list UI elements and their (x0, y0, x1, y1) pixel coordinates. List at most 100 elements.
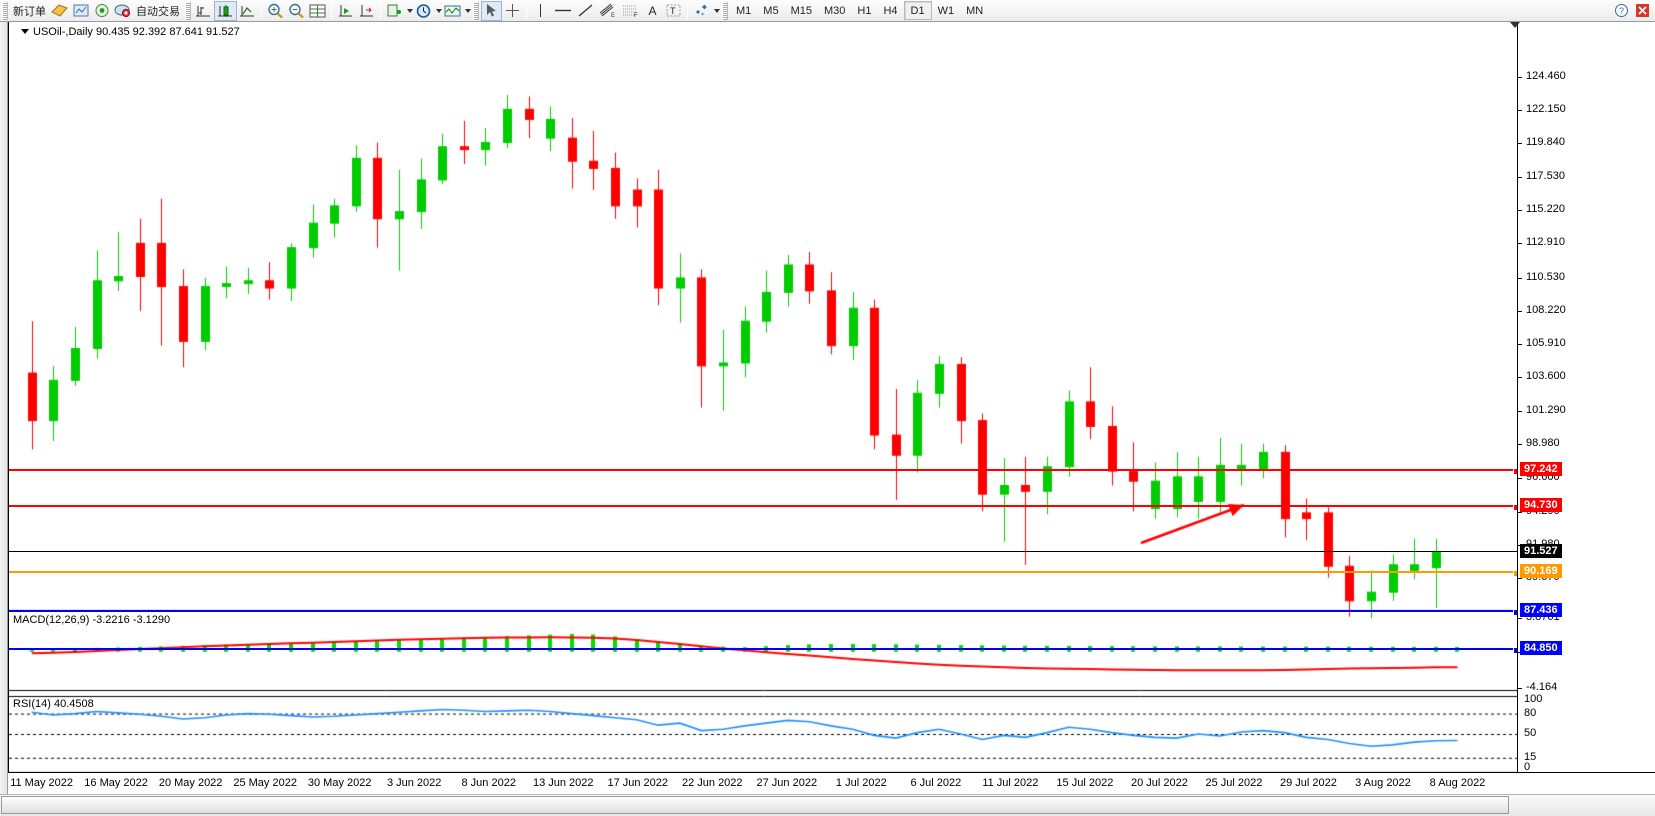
price-tick: 124.460 (1518, 70, 1566, 82)
price-axis[interactable]: 124.460 122.150 119.840 117.530 115.220 112.9… (1517, 22, 1655, 794)
rsi-tick: 80 (1524, 706, 1537, 719)
toolbar-grip[interactable] (2, 1, 8, 20)
svg-text:F: F (634, 13, 638, 18)
fibonacci-icon[interactable]: F (619, 1, 642, 21)
price-level-line-support-2[interactable] (9, 646, 1520, 654)
time-axis-label: 1 Jul 2022 (835, 777, 887, 789)
time-axis-label: 20 Jul 2022 (1130, 777, 1188, 789)
rsi-tick: 0 (1524, 761, 1531, 773)
text-label-icon[interactable]: T (663, 1, 684, 21)
navigator-icon[interactable] (91, 1, 112, 21)
chart-collapse-icon[interactable] (1510, 22, 1520, 28)
price-tick: 101.290 (1518, 404, 1566, 416)
time-axis-label: 25 Jul 2022 (1205, 777, 1263, 789)
vertical-line-icon[interactable] (530, 1, 551, 21)
chart-shift-icon[interactable] (356, 1, 377, 21)
macd-indicator-label: MACD(12,26,9) -3.2216 -3.1290 (13, 614, 171, 626)
chart-grid-icon[interactable] (307, 1, 328, 21)
indicators-dropdown-icon[interactable] (407, 8, 413, 13)
price-tick: 105.910 (1518, 337, 1566, 349)
timeframe-m15[interactable]: M15 (790, 4, 812, 17)
price-label-resistance-1: 97.242 (1520, 462, 1562, 477)
terminal-icon[interactable] (112, 1, 133, 21)
timeframe-h1[interactable]: H1 (857, 4, 872, 17)
data-window-icon[interactable] (70, 1, 91, 21)
zoom-in-icon[interactable] (265, 1, 286, 21)
help-icon[interactable]: ? (1611, 1, 1632, 21)
crosshair-icon[interactable] (502, 1, 523, 21)
svg-text:E: E (611, 13, 615, 18)
price-tick: 115.220 (1518, 203, 1565, 215)
time-axis[interactable]: 11 May 2022 16 May 2022 20 May 2022 25 May … (8, 772, 1655, 794)
scrollbar-thumb[interactable] (1, 796, 1509, 814)
chart-menu-caret-icon[interactable] (21, 29, 29, 34)
horizontal-line-icon[interactable] (551, 1, 575, 21)
price-level-line-support-1[interactable] (9, 609, 1520, 617)
timeframe-w1[interactable]: W1 (937, 4, 955, 17)
toolbar-right-group: ? (1611, 1, 1655, 21)
chart-window: USOil-,Daily 90.435 92.392 87.641 91.527… (0, 22, 1655, 816)
timeframe-mn[interactable]: MN (966, 4, 984, 17)
price-plot-area[interactable]: USOil-,Daily 90.435 92.392 87.641 91.527… (8, 22, 1520, 794)
rsi-tick: 50 (1524, 727, 1537, 739)
time-axis-label: 22 Jun 2022 (681, 777, 743, 789)
time-axis-label: 29 Jul 2022 (1279, 777, 1337, 789)
toolbar-grip-4[interactable] (722, 1, 728, 20)
price-level-line-resistance-2[interactable] (9, 504, 1520, 512)
equidistant-channel-icon[interactable]: E (596, 1, 619, 21)
templates-dropdown-icon[interactable] (465, 8, 471, 13)
svg-text:T: T (670, 6, 676, 16)
period-icon[interactable] (413, 1, 434, 21)
price-tick: 122.150 (1518, 103, 1566, 115)
shapes-icon[interactable] (691, 1, 712, 21)
time-axis-label: 16 May 2022 (84, 777, 148, 789)
cursor-icon[interactable] (481, 0, 502, 21)
time-axis-label: 30 May 2022 (307, 777, 372, 789)
bar-chart-icon[interactable] (193, 1, 214, 21)
period-dropdown-icon[interactable] (436, 8, 442, 13)
price-level-line-resistance-1[interactable] (9, 468, 1520, 476)
expert-advisor-icon[interactable] (49, 1, 70, 21)
price-tick: 112.910 (1518, 236, 1565, 248)
price-label-resistance-2: 94.730 (1520, 498, 1562, 513)
time-axis-label: 17 Jun 2022 (607, 777, 669, 789)
price-label-support-1: 87.436 (1520, 603, 1562, 618)
templates-icon[interactable] (442, 1, 463, 21)
toolbar-grip-2[interactable] (185, 1, 191, 20)
price-label-bid-line: 90.169 (1520, 563, 1562, 578)
main-toolbar: 新订单 自动交易 (0, 0, 1655, 22)
auto-trading-button[interactable]: 自动交易 (136, 5, 180, 18)
time-axis-label: 20 May 2022 (158, 777, 223, 789)
price-tick: 110.530 (1518, 271, 1565, 283)
toolbar-grip-3[interactable] (473, 1, 479, 20)
chart-left-grip[interactable] (0, 22, 8, 794)
new-order-button[interactable]: 新订单 (13, 5, 46, 18)
trendline-icon[interactable] (575, 1, 596, 21)
price-level-line-bid-line[interactable] (9, 569, 1520, 577)
price-tick: 108.220 (1518, 304, 1566, 316)
timeframe-m5[interactable]: M5 (763, 4, 779, 17)
timeframe-m1[interactable]: M1 (736, 4, 752, 17)
time-axis-label: 13 Jun 2022 (532, 777, 594, 789)
indicators-icon[interactable] (384, 1, 405, 21)
timeframe-m30[interactable]: M30 (823, 4, 846, 17)
text-icon[interactable]: A (648, 3, 657, 18)
line-chart-icon[interactable] (237, 1, 258, 21)
chart-symbol-label: USOil-,Daily 90.435 92.392 87.641 91.527 (21, 26, 240, 38)
horizontal-scrollbar[interactable] (0, 794, 1655, 816)
time-axis-label: 15 Jul 2022 (1056, 777, 1114, 789)
price-tick: 119.840 (1518, 136, 1565, 148)
time-axis-label: 6 Jul 2022 (910, 777, 962, 789)
timeframe-h4[interactable]: H4 (883, 4, 898, 17)
time-axis-label: 25 May 2022 (233, 777, 297, 789)
candlestick-chart-icon[interactable] (214, 0, 237, 21)
rsi-tick: 15 (1524, 750, 1537, 763)
timeframe-d1[interactable]: D1 (903, 1, 932, 20)
zoom-out-icon[interactable] (286, 1, 307, 21)
time-axis-label: 3 Jun 2022 (386, 777, 442, 789)
shapes-dropdown-icon[interactable] (714, 8, 720, 13)
time-axis-label: 27 Jun 2022 (756, 777, 818, 789)
auto-scroll-icon[interactable] (335, 1, 356, 21)
close-icon[interactable] (1632, 1, 1653, 21)
price-level-line-current-price[interactable] (9, 551, 1518, 553)
